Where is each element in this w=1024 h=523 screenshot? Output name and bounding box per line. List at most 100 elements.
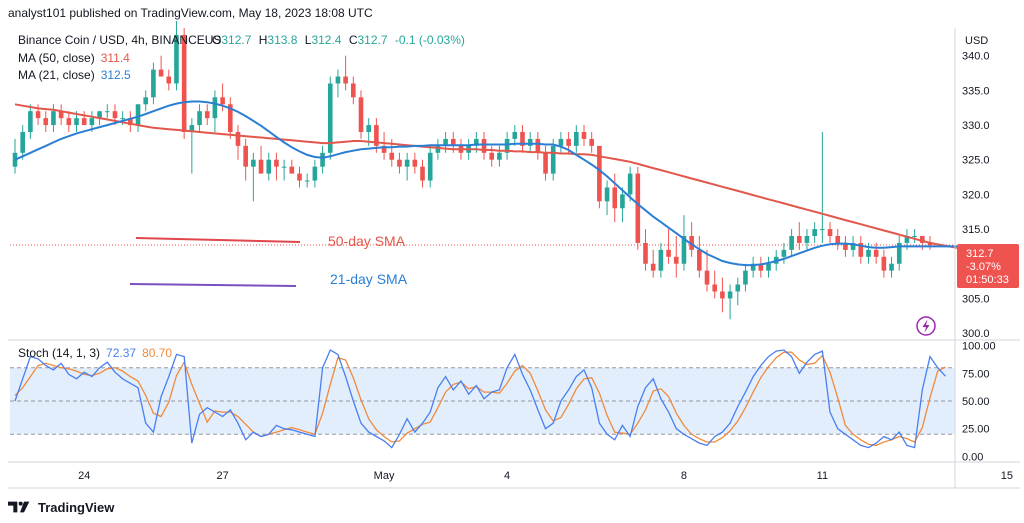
price-tick-label: 315.0 xyxy=(962,224,990,236)
candle-body xyxy=(343,76,348,84)
candle-body xyxy=(789,236,794,250)
footer-brand[interactable]: TradingView xyxy=(8,498,114,516)
stoch-tick-label: 0.00 xyxy=(962,451,983,463)
candle-body xyxy=(835,236,841,243)
stoch-pane[interactable] xyxy=(10,349,955,449)
ohlc-low-label: L xyxy=(305,33,312,47)
candle-body xyxy=(258,159,264,174)
candle-body xyxy=(112,111,118,119)
ohlc-change: -0.1 (-0.03%) xyxy=(395,33,465,47)
candle-body xyxy=(735,284,741,292)
sma50-annotation-label: 50-day SMA xyxy=(328,233,406,249)
candle-body xyxy=(435,145,441,153)
candle-body xyxy=(181,34,187,132)
candle-body xyxy=(766,263,771,271)
candle-body xyxy=(51,111,56,126)
candle-body xyxy=(12,152,18,167)
candle-body xyxy=(796,236,802,243)
candle-body xyxy=(543,152,548,174)
candle-body xyxy=(174,34,179,84)
candle-body xyxy=(589,138,594,146)
sma21-annotation-label: 21-day SMA xyxy=(330,271,408,287)
ma21-label: MA (21, close) xyxy=(18,68,95,82)
legend-ma50: MA (50, close) 311.4 xyxy=(18,51,130,65)
candle-body xyxy=(450,138,456,146)
candle-body xyxy=(189,125,195,132)
candle-body xyxy=(320,152,325,167)
candle-body xyxy=(81,118,87,126)
footer-brand-label: TradingView xyxy=(38,499,115,515)
ma50-label: MA (50, close) xyxy=(18,51,95,65)
candle-body xyxy=(535,138,541,153)
candle-body xyxy=(335,76,341,84)
legend-ma21: MA (21, close) 312.5 xyxy=(18,68,131,82)
candle-body xyxy=(474,138,479,146)
candle-body xyxy=(781,249,787,257)
candle-body xyxy=(896,242,902,264)
candle-body xyxy=(673,256,679,264)
candle-body xyxy=(512,132,518,139)
candle-body xyxy=(289,166,295,174)
candle-body xyxy=(220,97,225,105)
candle-body xyxy=(381,145,387,153)
candle-body xyxy=(158,69,164,77)
candle-body xyxy=(666,249,671,257)
candle-body xyxy=(28,111,33,132)
candle-body xyxy=(251,159,256,167)
candle-body xyxy=(128,118,133,126)
legend-stoch: Stoch (14, 1, 3) 72.37 80.70 xyxy=(18,346,172,360)
price-tick-label: 325.0 xyxy=(962,155,990,167)
time-tick-label: 11 xyxy=(817,470,828,482)
candle-body xyxy=(151,69,156,98)
price-pane[interactable] xyxy=(10,21,1007,320)
candle-body xyxy=(850,242,856,250)
time-tick-label: 8 xyxy=(681,470,687,482)
ohlc-close-value: 312.7 xyxy=(358,33,388,47)
candle-body xyxy=(873,249,879,257)
candle-body xyxy=(920,236,925,243)
candle-body xyxy=(104,111,110,113)
stoch-d-value: 80.70 xyxy=(142,346,172,360)
ohlc-high-label: H xyxy=(259,33,268,47)
candle-body xyxy=(881,256,887,271)
ohlc-low-value: 312.4 xyxy=(311,33,341,47)
last-price-tag: 312.7 -3.07% 01:50:33 xyxy=(957,244,1019,288)
time-tick-label: 27 xyxy=(216,470,228,482)
candle-body xyxy=(74,118,79,126)
candle-body xyxy=(681,236,687,264)
candle-body xyxy=(227,104,233,132)
candle-body xyxy=(304,180,310,182)
candle-body xyxy=(89,118,95,126)
candle-body xyxy=(143,97,149,105)
candle-body xyxy=(720,291,725,299)
candle-body xyxy=(204,111,210,119)
candle-body xyxy=(697,249,702,271)
time-tick-label: 15 xyxy=(1001,470,1013,482)
candle-body xyxy=(497,152,502,160)
candle-body xyxy=(566,138,571,146)
stoch-tick-label: 25.00 xyxy=(962,424,990,436)
candle-body xyxy=(20,132,25,153)
candle-body xyxy=(404,159,410,167)
candle-body xyxy=(489,152,495,160)
sma50-annotation-line xyxy=(135,237,301,243)
sma21-annotation-line xyxy=(129,283,297,287)
candle-body xyxy=(643,242,648,264)
time-tick-label: 24 xyxy=(78,470,90,482)
lightning-icon[interactable] xyxy=(916,316,936,336)
candle-body xyxy=(597,145,602,202)
candle-body xyxy=(520,132,525,146)
candle-body xyxy=(689,236,694,250)
tradingview-logo-icon xyxy=(8,501,30,513)
candle-body xyxy=(274,159,279,167)
ma21-line xyxy=(14,100,1007,267)
candle-body xyxy=(712,284,718,292)
candle-body xyxy=(66,118,72,126)
currency-label: USD xyxy=(965,35,988,47)
candle-body xyxy=(166,76,172,84)
stoch-k-value: 72.37 xyxy=(106,346,136,360)
candle-body xyxy=(58,111,64,119)
price-tick-label: 320.0 xyxy=(962,189,990,201)
stoch-tick-label: 50.00 xyxy=(962,396,990,408)
